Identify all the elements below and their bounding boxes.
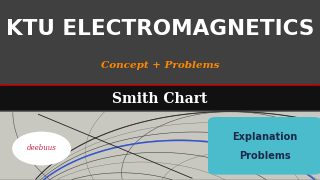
Text: The Complete Smith Chart: The Complete Smith Chart (143, 68, 209, 73)
Text: deebuus: deebuus (27, 145, 57, 152)
Bar (0, 111, 320, 180)
FancyBboxPatch shape (0, 0, 320, 86)
Bar (0, 86, 320, 111)
Bar (0, 61, 320, 86)
Text: Problems: Problems (239, 150, 291, 161)
Text: Concept + Problems: Concept + Problems (101, 61, 219, 70)
Circle shape (13, 132, 70, 165)
Text: Smith Chart: Smith Chart (112, 92, 208, 105)
Text: KTU ELECTROMAGNETICS: KTU ELECTROMAGNETICS (6, 19, 314, 39)
Text: Explanation: Explanation (232, 132, 297, 142)
Text: Wavelengths Toward Generator: Wavelengths Toward Generator (145, 77, 207, 81)
FancyBboxPatch shape (208, 117, 320, 175)
